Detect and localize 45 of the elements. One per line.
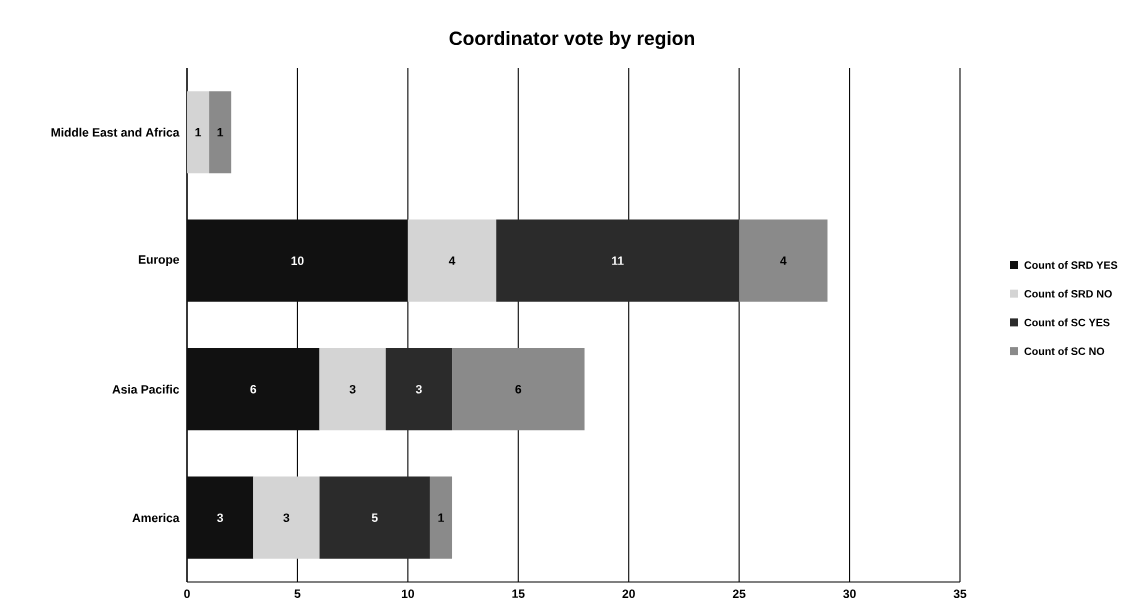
x-tick-label: 5: [294, 589, 301, 598]
data-label: 3: [415, 384, 422, 394]
data-label: 10: [291, 256, 304, 265]
bar: [319, 476, 430, 559]
bar: [187, 219, 408, 302]
y-tick-label: Europe: [138, 255, 180, 267]
x-tick-label: 35: [953, 589, 967, 599]
x-tick-label: 0: [184, 589, 190, 599]
data-label: 6: [515, 384, 522, 394]
legend-label: Count of SC YES: [1024, 318, 1110, 327]
bar: [739, 219, 828, 302]
data-label: 4: [448, 256, 456, 265]
data-label: 3: [217, 513, 224, 522]
legend-label: Count of SRD YES: [1024, 261, 1118, 269]
data-label: 6: [250, 384, 257, 394]
y-tick-label: Middle East and Africa: [51, 127, 180, 137]
x-tick-label: 15: [512, 589, 525, 598]
data-label: 1: [195, 128, 202, 137]
bar: [187, 348, 320, 431]
data-label: 3: [283, 513, 290, 522]
data-label: 5: [371, 513, 378, 522]
bar: [253, 476, 320, 559]
y-tick-label: Asia Pacific: [112, 384, 180, 394]
x-tick-label: 25: [732, 589, 746, 599]
x-tick-label: 30: [843, 589, 856, 599]
data-label: 1: [217, 128, 224, 137]
bar: [385, 348, 453, 431]
bar: [187, 91, 210, 174]
x-tick-label: 20: [622, 589, 635, 599]
data-label: 4: [780, 256, 787, 265]
legend-label: Count of SC NO: [1024, 347, 1105, 356]
bar: [452, 348, 585, 431]
data-label: 3: [349, 384, 356, 394]
bar: [319, 348, 386, 431]
legend-label: Count of SRD NO: [1024, 289, 1112, 298]
y-tick-label: America: [132, 513, 180, 523]
data-label: 1: [438, 513, 444, 522]
x-tick-label: 10: [401, 589, 415, 599]
bar: [496, 219, 740, 302]
data-label: 11: [612, 256, 624, 265]
bar: [407, 219, 497, 302]
chart-title: Coordinator vote by region: [449, 31, 695, 49]
bar: [429, 476, 453, 559]
bar: [209, 91, 232, 174]
bar: [187, 476, 254, 559]
